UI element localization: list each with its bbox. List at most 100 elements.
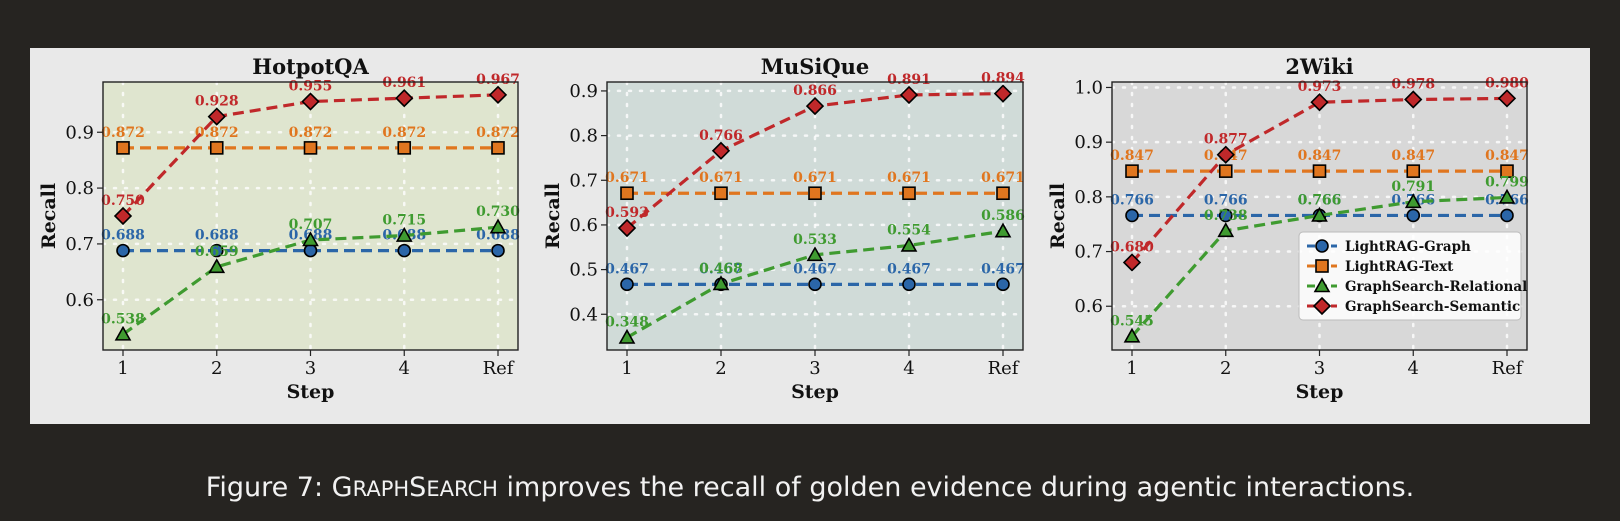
data-label: 0.467: [793, 261, 837, 277]
y-tick-label: 1.0: [1074, 77, 1103, 98]
data-label: 0.877: [1204, 132, 1248, 148]
data-label: 0.791: [1391, 179, 1435, 195]
data-point: [1125, 208, 1139, 223]
data-point: [116, 243, 130, 258]
data-point: [902, 186, 916, 201]
data-point: [488, 85, 508, 104]
data-label: 0.688: [195, 228, 239, 244]
data-label: 0.671: [793, 170, 837, 186]
data-label: 0.467: [887, 261, 931, 277]
data-point: [711, 141, 731, 160]
data-label: 0.707: [289, 217, 333, 233]
series-graphsearch-semantic: 0.680 0.877 0.973 0.978 0.980: [1110, 75, 1529, 272]
legend-item: GraphSearch-Relational: [1307, 277, 1527, 295]
x-tick-label: 4: [399, 358, 410, 379]
y-axis-label: Recall: [1047, 183, 1069, 249]
data-point: [806, 246, 824, 262]
data-point: [1123, 327, 1141, 343]
data-point: [207, 107, 226, 126]
data-point: [994, 222, 1012, 238]
data-label: 0.961: [382, 75, 426, 91]
legend-label: LightRAG-Text: [1345, 259, 1454, 275]
data-point: [1218, 164, 1233, 178]
data-point: [993, 84, 1013, 103]
data-label: 0.894: [981, 71, 1025, 87]
data-point: [489, 218, 507, 234]
legend-marker: [1315, 259, 1329, 273]
y-tick-label: 0.6: [65, 290, 94, 311]
legend-item: LightRAG-Text: [1307, 259, 1454, 275]
data-label: 0.980: [1485, 75, 1529, 91]
x-tick-label: 4: [1408, 358, 1419, 379]
data-point: [996, 186, 1010, 201]
data-point: [397, 141, 412, 155]
y-axis-label: Recall: [542, 183, 564, 249]
data-label: 0.847: [1298, 148, 1342, 164]
data-point: [714, 186, 728, 201]
data-label: 0.659: [195, 244, 239, 260]
caption-name-rest1: RAPH: [352, 477, 410, 501]
y-tick-label: 0.9: [569, 81, 598, 102]
data-label: 0.467: [699, 261, 743, 277]
data-point: [900, 236, 918, 252]
data-point: [1122, 253, 1142, 272]
data-label: 0.467: [981, 261, 1025, 277]
data-label: 0.766: [1298, 192, 1342, 208]
subplot-musique: 0.467 0.467 0.467 0.467 0.467 0.671 0.671 0.671…: [542, 54, 1025, 403]
data-point: [996, 277, 1010, 292]
data-point: [618, 328, 636, 344]
x-tick-label: 2: [211, 358, 222, 379]
data-label: 0.872: [289, 125, 333, 141]
y-tick-label: 0.4: [569, 304, 598, 325]
data-label: 0.973: [1298, 79, 1342, 95]
data-point: [902, 277, 916, 292]
data-point: [712, 275, 730, 291]
x-tick-label: Ref: [1492, 358, 1524, 379]
y-tick-label: 0.7: [65, 234, 94, 255]
data-point: [1218, 208, 1233, 223]
data-label: 0.671: [981, 170, 1025, 186]
data-label: 0.847: [1110, 148, 1154, 164]
x-axis-label: Step: [791, 381, 839, 403]
data-point: [209, 243, 224, 258]
x-tick-label: 1: [621, 358, 632, 379]
data-label: 0.766: [1204, 192, 1248, 208]
y-tick-label: 0.5: [569, 260, 598, 281]
x-tick-label: Ref: [483, 358, 515, 379]
caption-prefix: Figure 7:: [205, 472, 332, 503]
series-graphsearch-relational: 0.538 0.659 0.707 0.715 0.730: [101, 204, 520, 341]
data-point: [303, 243, 318, 258]
legend-label: LightRAG-Graph: [1345, 239, 1471, 255]
x-tick-label: 1: [117, 358, 128, 379]
x-tick-label: 2: [715, 358, 726, 379]
x-axis-label: Step: [287, 381, 335, 403]
y-tick-label: 0.8: [1074, 187, 1103, 208]
data-label: 0.586: [981, 208, 1025, 224]
data-label: 0.967: [476, 72, 520, 88]
data-label: 0.891: [887, 72, 931, 88]
x-tick-label: 3: [305, 358, 316, 379]
data-point: [397, 243, 412, 258]
data-point: [1312, 164, 1327, 178]
x-tick-label: Ref: [988, 358, 1020, 379]
data-label: 0.671: [887, 170, 931, 186]
data-label: 0.688: [101, 228, 145, 244]
y-tick-label: 0.6: [1074, 296, 1103, 317]
data-label: 0.872: [382, 125, 426, 141]
data-point: [1497, 89, 1517, 108]
data-point: [1404, 193, 1422, 209]
data-label: 0.978: [1391, 77, 1435, 93]
data-label: 0.554: [887, 222, 931, 238]
caption-name-cap1: G: [331, 472, 353, 503]
subplot-title: 2Wiki: [1285, 54, 1353, 79]
x-tick-label: 2: [1220, 358, 1231, 379]
data-label: 0.467: [605, 261, 649, 277]
data-label: 0.866: [793, 83, 837, 99]
data-point: [208, 258, 226, 274]
legend-marker: [1315, 239, 1329, 253]
data-label: 0.688: [476, 228, 520, 244]
legend-label: GraphSearch-Semantic: [1345, 299, 1520, 315]
